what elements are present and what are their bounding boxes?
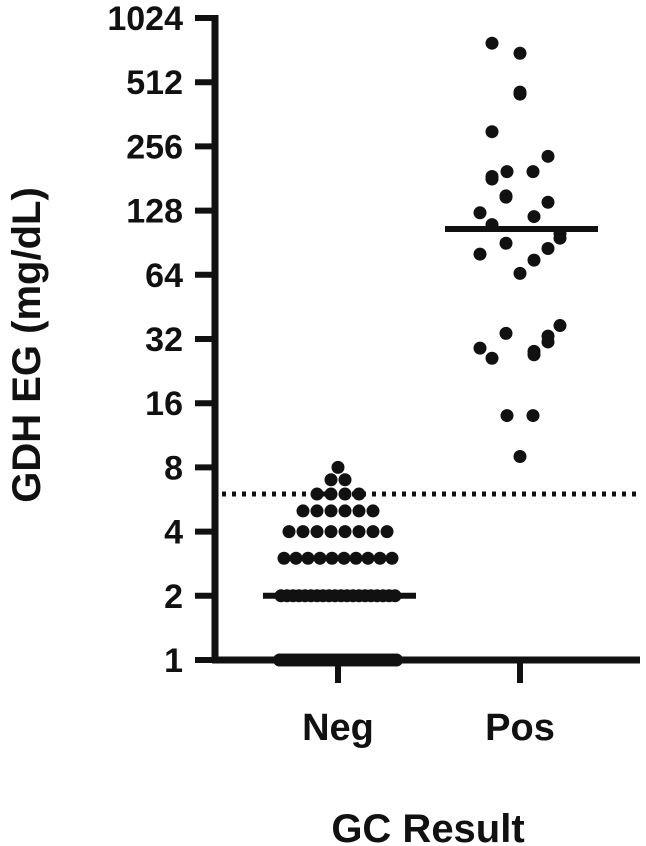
data-point: [324, 525, 338, 539]
data-point: [349, 551, 363, 565]
data-point: [289, 551, 303, 565]
data-point: [324, 487, 338, 501]
data-point: [277, 551, 291, 565]
data-point: [352, 487, 366, 501]
y-tick-label: 512: [126, 64, 183, 102]
y-tick-label: 16: [145, 385, 183, 423]
data-point: [527, 253, 541, 267]
y-tick-label: 256: [126, 128, 183, 166]
data-point: [324, 504, 338, 518]
data-point: [541, 195, 555, 209]
y-tick-label: 1: [164, 642, 183, 680]
data-point: [499, 326, 513, 340]
data-point: [296, 525, 310, 539]
y-tick-label: 32: [145, 321, 183, 359]
data-point: [352, 525, 366, 539]
data-point: [513, 266, 527, 280]
data-point: [485, 36, 499, 50]
data-point: [513, 46, 527, 60]
data-point: [553, 319, 567, 333]
y-axis-title: GDH EG (mg/dL): [5, 187, 49, 503]
data-point: [324, 473, 338, 487]
data-point: [500, 409, 514, 423]
y-tick-label: 64: [145, 257, 183, 295]
y-ticks: 1 2 4 8 16 32 64 128 256 512 1024: [107, 0, 215, 680]
y-tick-label: 128: [126, 193, 183, 231]
data-point: [331, 460, 345, 474]
data-point: [526, 165, 540, 179]
data-point: [338, 525, 352, 539]
data-point: [513, 449, 527, 463]
data-point: [296, 504, 310, 518]
data-points: [273, 36, 567, 667]
data-point: [485, 169, 499, 183]
data-point: [513, 85, 527, 99]
data-point: [541, 329, 555, 343]
data-point: [338, 504, 352, 518]
data-point: [310, 487, 324, 501]
data-point: [541, 149, 555, 163]
y-tick-label: 4: [164, 514, 183, 552]
data-point: [541, 242, 555, 256]
median-lines: [263, 225, 598, 599]
data-point: [500, 165, 514, 179]
data-point: [310, 525, 324, 539]
data-point: [473, 341, 487, 355]
data-point: [390, 653, 403, 667]
data-point: [499, 236, 513, 250]
y-tick-label: 1024: [107, 0, 183, 38]
x-ticks: Neg Pos: [302, 660, 555, 749]
x-tick-label: Pos: [485, 707, 555, 749]
data-point: [366, 525, 380, 539]
data-point: [473, 206, 487, 220]
data-point: [485, 351, 499, 365]
data-point: [313, 551, 327, 565]
data-point: [380, 525, 394, 539]
data-point: [352, 504, 366, 518]
data-point: [485, 125, 499, 139]
data-point: [338, 473, 352, 487]
data-point: [373, 551, 387, 565]
data-point: [361, 551, 375, 565]
data-point: [337, 551, 351, 565]
x-axis: Neg Pos: [212, 656, 640, 749]
x-axis-title: GC Result: [331, 807, 524, 846]
data-point: [310, 504, 324, 518]
data-point: [366, 504, 380, 518]
data-point: [301, 551, 315, 565]
data-point: [499, 189, 513, 203]
y-tick-label: 2: [164, 578, 183, 616]
data-point: [526, 409, 540, 423]
data-point: [325, 551, 339, 565]
y-tick-label: 8: [164, 449, 183, 487]
data-point: [385, 551, 399, 565]
data-point: [473, 247, 487, 261]
data-point: [282, 525, 296, 539]
y-axis: 1 2 4 8 16 32 64 128 256 512 1024: [107, 0, 219, 680]
data-point: [527, 344, 541, 358]
data-point: [527, 210, 541, 224]
x-tick-label: Neg: [302, 707, 374, 749]
